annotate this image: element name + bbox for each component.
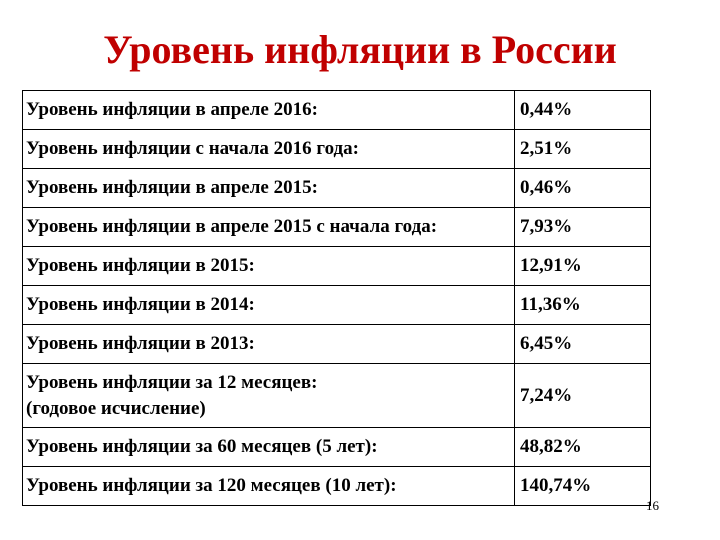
row-value: 0,46% [514, 168, 651, 208]
table-row: Уровень инфляции в 2015: 12,91% [22, 246, 651, 286]
row-label: Уровень инфляции в апреле 2015: [22, 168, 515, 208]
row-label-line-2: (годовое исчисление) [26, 397, 206, 419]
row-label: Уровень инфляции в 2013: [22, 324, 515, 364]
table-row: Уровень инфляции в апреле 2015 с начала … [22, 207, 651, 247]
row-label: Уровень инфляции за 60 месяцев (5 лет): [22, 427, 515, 467]
table-row: Уровень инфляции в апреле 2015: 0,46% [22, 168, 651, 208]
row-label: Уровень инфляции в 2015: [22, 246, 515, 286]
table-row: Уровень инфляции за 60 месяцев (5 лет): … [22, 427, 651, 467]
row-label: Уровень инфляции в апреле 2015 с начала … [22, 207, 515, 247]
row-label-multiline: Уровень инфляции за 12 месяцев: (годовое … [22, 363, 515, 428]
row-value: 2,51% [514, 129, 651, 169]
table-row: Уровень инфляции в 2014: 11,36% [22, 285, 651, 325]
table-row: Уровень инфляции за 120 месяцев (10 лет)… [22, 466, 651, 506]
row-value: 140,74% [514, 466, 651, 506]
table-row: Уровень инфляции в 2013: 6,45% [22, 324, 651, 364]
row-value: 7,24% [514, 363, 651, 428]
page-number: 16 [646, 498, 659, 513]
row-value: 12,91% [514, 246, 651, 286]
row-label: Уровень инфляции в апреле 2016: [22, 90, 515, 130]
row-value: 11,36% [514, 285, 651, 325]
row-label: Уровень инфляции в 2014: [22, 285, 515, 325]
row-value: 0,44% [514, 90, 651, 130]
table-row: Уровень инфляции с начала 2016 года: 2,5… [22, 129, 651, 169]
row-value: 6,45% [514, 324, 651, 364]
row-value: 7,93% [514, 207, 651, 247]
row-value: 48,82% [514, 427, 651, 467]
inflation-table: Уровень инфляции в апреле 2016: 0,44% Ур… [22, 90, 651, 506]
row-label: Уровень инфляции с начала 2016 года: [22, 129, 515, 169]
row-label: Уровень инфляции за 120 месяцев (10 лет)… [22, 466, 515, 506]
table-row: Уровень инфляции в апреле 2016: 0,44% [22, 90, 651, 130]
page-title: Уровень инфляции в России [103, 27, 617, 72]
row-label-line-1: Уровень инфляции за 12 месяцев: [26, 371, 318, 393]
table-row: Уровень инфляции за 12 месяцев: (годовое … [22, 363, 651, 428]
